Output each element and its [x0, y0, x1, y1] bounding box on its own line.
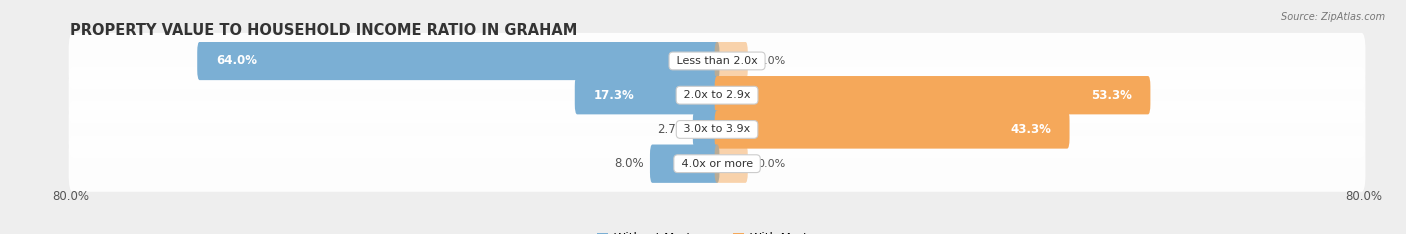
FancyBboxPatch shape [197, 42, 720, 80]
Text: 43.3%: 43.3% [1010, 123, 1050, 136]
Text: 64.0%: 64.0% [215, 55, 257, 67]
FancyBboxPatch shape [69, 101, 1365, 157]
FancyBboxPatch shape [693, 110, 720, 149]
Text: 4.0x or more: 4.0x or more [678, 159, 756, 169]
Text: PROPERTY VALUE TO HOUSEHOLD INCOME RATIO IN GRAHAM: PROPERTY VALUE TO HOUSEHOLD INCOME RATIO… [70, 23, 578, 38]
Text: 2.7%: 2.7% [657, 123, 688, 136]
Text: 3.0x to 3.9x: 3.0x to 3.9x [681, 124, 754, 135]
FancyBboxPatch shape [714, 42, 748, 80]
FancyBboxPatch shape [69, 33, 1365, 89]
Text: Less than 2.0x: Less than 2.0x [673, 56, 761, 66]
FancyBboxPatch shape [69, 67, 1365, 123]
FancyBboxPatch shape [650, 145, 720, 183]
Text: 17.3%: 17.3% [593, 89, 634, 102]
FancyBboxPatch shape [575, 76, 720, 114]
Legend: Without Mortgage, With Mortgage: Without Mortgage, With Mortgage [592, 227, 842, 234]
Text: 0.0%: 0.0% [758, 56, 786, 66]
Text: Source: ZipAtlas.com: Source: ZipAtlas.com [1281, 12, 1385, 22]
Text: 0.0%: 0.0% [758, 159, 786, 169]
Text: 8.0%: 8.0% [614, 157, 644, 170]
Text: 2.0x to 2.9x: 2.0x to 2.9x [681, 90, 754, 100]
FancyBboxPatch shape [714, 76, 1150, 114]
Text: 53.3%: 53.3% [1091, 89, 1132, 102]
FancyBboxPatch shape [714, 145, 748, 183]
FancyBboxPatch shape [714, 110, 1070, 149]
FancyBboxPatch shape [69, 136, 1365, 192]
